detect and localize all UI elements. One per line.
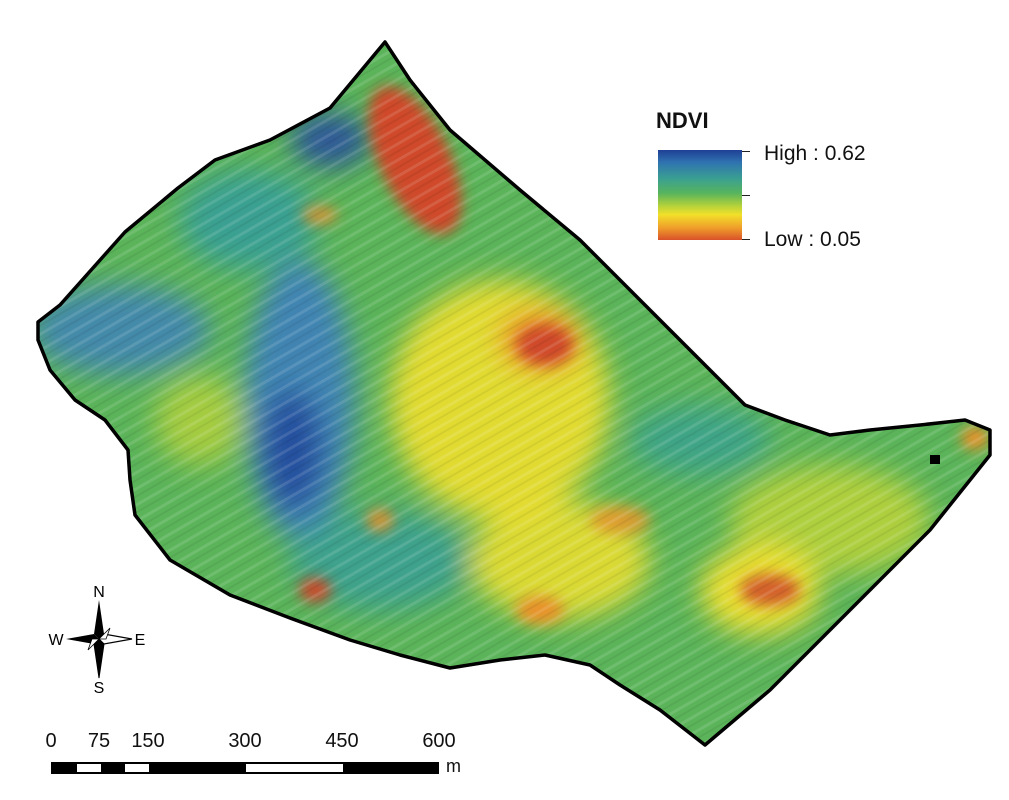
compass-n: N: [93, 584, 105, 601]
legend-tick-mid: [742, 195, 750, 196]
legend-title: NDVI: [656, 108, 709, 133]
scale-label-450: 450: [325, 730, 359, 752]
scale-seg-3: [101, 764, 125, 772]
compass-needle-south: [93, 638, 105, 679]
scale-seg-5: [149, 764, 246, 772]
legend-high-label: High : 0.62: [764, 142, 866, 165]
compass-needle-north: [94, 600, 104, 639]
scale-unit: m: [446, 756, 461, 776]
scale-seg-1: [53, 764, 77, 772]
ndvi-legend: NDVI High : 0.62 Low : 0.05: [656, 108, 896, 248]
compass-e: E: [135, 632, 146, 649]
legend-low-label: Low : 0.05: [764, 228, 861, 248]
legend-tick-high: [742, 151, 750, 152]
legend-tick-low: [742, 239, 750, 240]
scale-bar-segments: [51, 762, 439, 774]
scale-seg-7: [343, 764, 437, 772]
scale-label-150: 150: [131, 730, 165, 752]
compass-diag: [98, 627, 111, 640]
scale-label-75: 75: [87, 730, 111, 752]
field-boundary: [36, 40, 992, 747]
scale-label-600: 600: [422, 730, 456, 752]
north-arrow-compass: N S E W: [48, 584, 146, 697]
compass-w: W: [48, 632, 64, 649]
compass-diag-2: [87, 638, 100, 651]
legend-color-ramp: [658, 150, 742, 240]
scale-bar: 0 75 150 300 450 600 m: [40, 730, 480, 780]
field-marker: [930, 455, 940, 464]
scale-label-300: 300: [228, 730, 262, 752]
compass-s: S: [94, 680, 105, 697]
scale-label-0: 0: [45, 730, 57, 752]
